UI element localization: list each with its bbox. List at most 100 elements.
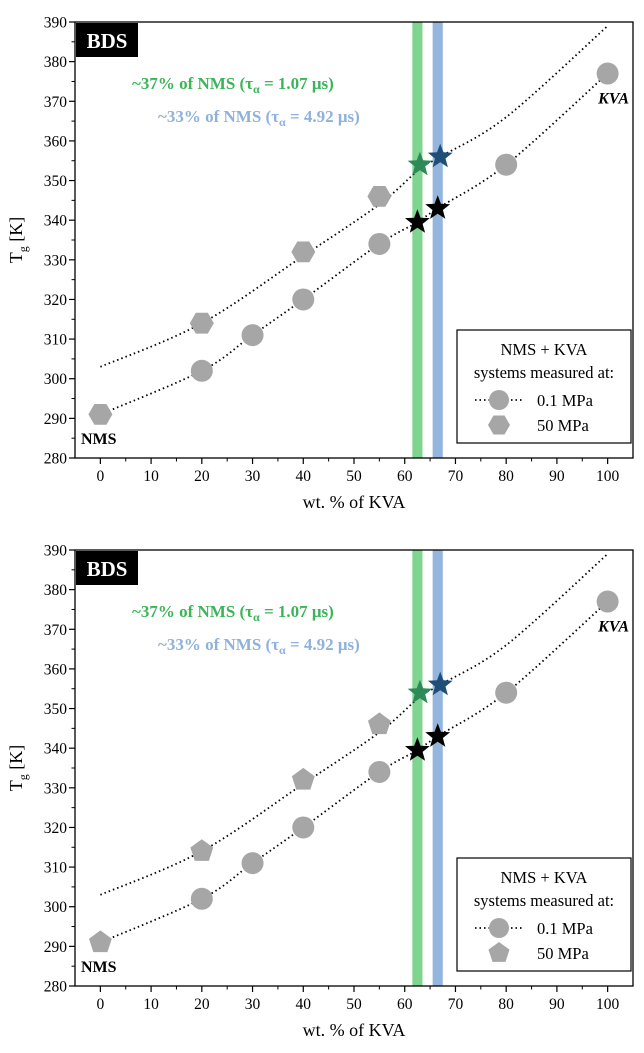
- data-point-50mpa: [88, 404, 113, 425]
- x-tick-label: 30: [245, 468, 261, 485]
- kva-label: KVA: [597, 619, 629, 636]
- legend-entry-50mpa: 50 MPa: [537, 416, 589, 435]
- y-tick-label: 360: [44, 661, 68, 678]
- x-tick-label: 90: [549, 996, 565, 1013]
- data-point-50mpa: [291, 241, 316, 263]
- band-green: [412, 22, 423, 458]
- data-point-50mpa: [291, 767, 315, 790]
- annotation-blue: ~33% of NMS (τα = 4.92 μs): [158, 107, 360, 129]
- y-tick-label: 300: [44, 371, 68, 388]
- x-tick-label: 50: [346, 996, 362, 1013]
- data-point-0-1mpa: [368, 232, 391, 255]
- legend-subtitle: systems measured at:: [474, 363, 614, 382]
- legend-title: NMS + KVA: [501, 340, 588, 359]
- chart-bottom: 0 10 20 30 40 50 60 70 80 90 100 280 290 300 310 320 330…: [0, 528, 644, 1048]
- legend-entry-0-1mpa: 0.1 MPa: [537, 391, 594, 410]
- x-tick-label: 90: [549, 468, 565, 485]
- y-tick-label: 290: [44, 939, 68, 956]
- x-tick-label: 70: [448, 468, 464, 485]
- data-point-50mpa: [368, 712, 391, 735]
- data-point-0-1mpa: [596, 62, 619, 85]
- chart-top: 0 10 20 30 40 50 60 70 80 90 100 280 290 300 310 320 330…: [0, 0, 644, 520]
- x-tick-label: 10: [143, 468, 159, 485]
- y-axis-label-unit: [K]: [6, 217, 26, 247]
- star-marker: [407, 679, 433, 704]
- star-marker: [427, 143, 453, 168]
- y-tick-label: 310: [44, 332, 68, 349]
- y-tick-label: 280: [44, 451, 68, 468]
- legend-entry-50mpa: 50 MPa: [537, 944, 589, 963]
- star-marker: [405, 737, 430, 761]
- bds-badge-label: BDS: [87, 29, 128, 53]
- legend-box: [456, 329, 632, 444]
- x-tick-label: 100: [596, 468, 620, 485]
- legend-hexagon-marker: [488, 415, 510, 435]
- x-tick-label: 60: [397, 468, 413, 485]
- data-point-0-1mpa: [241, 324, 264, 347]
- annotation-blue: ~33% of NMS (τα = 4.92 μs): [158, 635, 360, 657]
- y-tick-label: 390: [44, 15, 68, 32]
- y-tick-label: 310: [44, 860, 68, 877]
- band-blue: [432, 550, 443, 986]
- legend-box: [456, 857, 632, 972]
- data-point-0-1mpa: [368, 760, 391, 783]
- annotation-green: ~37% of NMS (τα = 1.07 μs): [132, 602, 334, 624]
- legend-subtitle: systems measured at:: [474, 891, 614, 910]
- data-point-50mpa: [190, 839, 214, 861]
- star-marker: [427, 671, 453, 696]
- bds-badge: [76, 23, 138, 57]
- data-point-0-1mpa: [292, 816, 315, 839]
- data-point-0-1mpa: [495, 153, 518, 176]
- y-tick-label: 380: [44, 54, 68, 71]
- y-tick-label: 380: [44, 582, 68, 599]
- x-tick-label: 60: [397, 996, 413, 1013]
- y-axis-label: Tg [K]: [6, 745, 30, 792]
- legend-title: NMS + KVA: [501, 868, 588, 887]
- bds-badge: [76, 551, 138, 585]
- y-tick-label: 370: [44, 622, 68, 639]
- legend-pentagon-marker: [488, 942, 510, 962]
- y-tick-label: 390: [44, 543, 68, 560]
- x-tick-label: 0: [96, 468, 104, 485]
- data-point-0-1mpa: [190, 359, 213, 382]
- chart-top-svg: 0 10 20 30 40 50 60 70 80 90 100 280 290 300 310 320 330…: [6, 15, 634, 512]
- data-point-50mpa: [367, 186, 392, 207]
- star-marker: [425, 195, 451, 219]
- bds-badge-label: BDS: [87, 557, 128, 581]
- y-axis-label-unit: [K]: [6, 745, 26, 775]
- y-axis-label-main: T: [6, 252, 26, 263]
- y-tick-label: 320: [44, 292, 68, 309]
- y-tick-label: 300: [44, 899, 68, 916]
- x-tick-label: 80: [498, 468, 514, 485]
- x-tick-label: 20: [194, 468, 210, 485]
- data-point-50mpa: [189, 312, 214, 334]
- data-point-0-1mpa: [495, 681, 518, 704]
- y-tick-label: 290: [44, 411, 68, 428]
- star-marker: [405, 209, 430, 233]
- nms-label: NMS: [81, 959, 117, 976]
- chart-bottom-svg: 0 10 20 30 40 50 60 70 80 90 100 280 290 300 310 320 330…: [6, 543, 634, 1040]
- y-tick-label: 360: [44, 133, 68, 150]
- y-tick-label: 370: [44, 94, 68, 111]
- x-tick-label: 30: [245, 996, 261, 1013]
- y-tick-label: 280: [44, 979, 68, 996]
- y-axis-label-main: T: [6, 780, 26, 791]
- x-tick-label: 0: [96, 996, 104, 1013]
- legend-entry-0-1mpa: 0.1 MPa: [537, 919, 594, 938]
- y-axis-label: Tg [K]: [6, 217, 30, 264]
- kva-label: KVA: [597, 91, 629, 108]
- x-tick-label: 10: [143, 996, 159, 1013]
- data-point-0-1mpa: [190, 887, 213, 910]
- y-tick-label: 320: [44, 820, 68, 837]
- x-tick-label: 50: [346, 468, 362, 485]
- x-tick-label: 40: [296, 996, 312, 1013]
- x-tick-label: 20: [194, 996, 210, 1013]
- annotation-green: ~37% of NMS (τα = 1.07 μs): [132, 74, 334, 96]
- data-point-0-1mpa: [292, 288, 315, 311]
- x-axis-label: wt. % of KVA: [303, 1020, 406, 1040]
- legend-circle-marker: [489, 390, 509, 410]
- y-tick-label: 350: [44, 173, 68, 190]
- legend-circle-marker: [489, 918, 509, 938]
- x-tick-label: 100: [596, 996, 620, 1013]
- x-tick-label: 70: [448, 996, 464, 1013]
